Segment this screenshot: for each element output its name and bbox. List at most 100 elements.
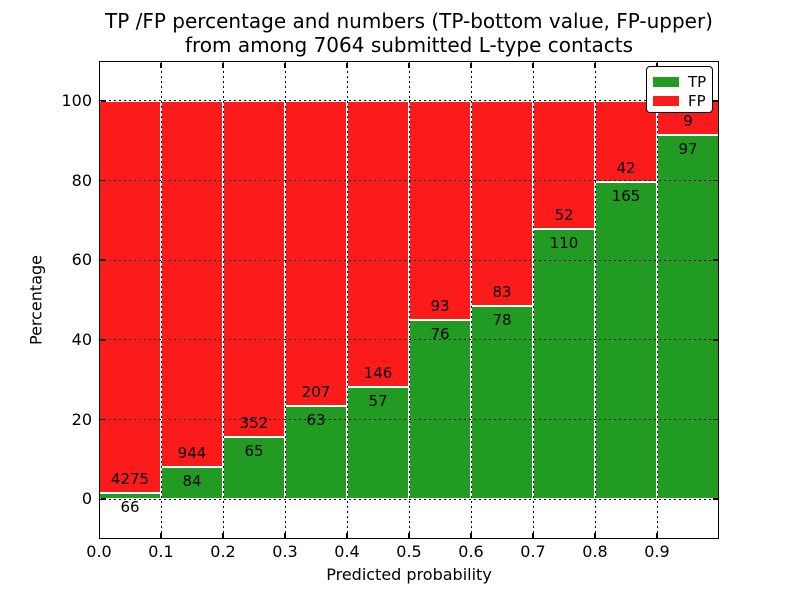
y-tick (100, 259, 106, 261)
x-tick-label: 0.2 (210, 542, 236, 561)
x-tick (284, 62, 286, 68)
fp-count-label: 146 (363, 364, 393, 383)
y-tick (100, 179, 106, 182)
x-tick (470, 62, 472, 68)
legend-swatch-tp (653, 76, 679, 87)
legend-label: FP (688, 91, 706, 110)
y-tick (712, 179, 718, 182)
bar-segment-tp (657, 134, 719, 500)
tp-count-label: 57 (368, 392, 388, 411)
chart-title: TP /FP percentage and numbers (TP-bottom… (99, 9, 719, 57)
x-tick (284, 532, 286, 538)
fp-count-label: 352 (239, 414, 269, 433)
legend: TP FP (646, 66, 713, 113)
chart-title-line1: TP /FP percentage and numbers (TP-bottom… (105, 9, 713, 33)
tp-count-label: 63 (306, 411, 326, 430)
legend-row: FP (647, 91, 712, 110)
tp-count-label: 110 (549, 233, 579, 252)
tp-count-label: 165 (611, 186, 641, 205)
v-gridline (594, 61, 596, 539)
bar-segment-tp (161, 466, 223, 500)
fp-count-label: 944 (177, 443, 207, 462)
v-gridline (160, 61, 162, 539)
y-tick (712, 498, 718, 500)
x-tick (594, 62, 596, 68)
x-tick-label: 0.8 (582, 542, 608, 561)
tp-count-label: 76 (430, 325, 450, 344)
y-tick (712, 418, 718, 421)
plot-area: TP FP 4275 66 944 84 352 65 207 63 146 57 93 76 83 78 5… (99, 61, 719, 539)
bar-segment-fp (347, 100, 409, 388)
fp-count-label: 4275 (110, 470, 150, 489)
x-tick-label: 0.5 (396, 542, 422, 561)
fp-count-label: 93 (430, 297, 450, 316)
y-tick-label: 80 (71, 170, 92, 190)
x-tick-label: 0.4 (334, 542, 360, 561)
v-gridline (656, 61, 658, 539)
y-tick-label: 60 (71, 250, 92, 270)
x-tick (408, 532, 410, 538)
y-tick (712, 339, 718, 341)
bar-segment-tp (471, 306, 533, 500)
x-tick-label: 0.1 (148, 542, 174, 561)
tp-count-label: 84 (182, 471, 202, 490)
x-tick (532, 532, 534, 538)
fp-count-label: 207 (301, 383, 331, 402)
v-gridline (284, 61, 286, 539)
x-tick (222, 62, 224, 68)
x-tick (532, 62, 534, 68)
x-tick-label: 0.3 (272, 542, 298, 561)
bar-segment-tp (533, 228, 595, 500)
x-tick-label: 0.6 (458, 542, 484, 561)
x-tick (656, 532, 658, 538)
bar-segment-fp (99, 100, 161, 494)
bar-segment-tp (347, 387, 409, 500)
bar-segment-tp (223, 437, 285, 500)
y-tick (100, 339, 106, 341)
fp-count-label: 9 (683, 111, 693, 130)
v-gridline (470, 61, 472, 539)
y-tick-label: 100 (61, 90, 92, 110)
bar-segment-fp (409, 100, 471, 321)
bar-segment-fp (533, 100, 595, 229)
tp-count-label: 66 (120, 498, 140, 517)
x-tick (656, 62, 658, 68)
x-tick (594, 532, 596, 538)
bar-segment-tp (285, 406, 347, 500)
bar-segment-tp (595, 181, 657, 500)
tp-count-label: 78 (492, 311, 512, 330)
bar-segment-fp (223, 100, 285, 438)
bar-segment-fp (285, 100, 347, 407)
v-gridline (222, 61, 224, 539)
bar-segment-tp (409, 320, 471, 500)
legend-row: TP (647, 72, 712, 91)
v-gridline (346, 61, 348, 539)
y-tick (712, 100, 718, 102)
x-tick-label: 0.9 (644, 542, 670, 561)
v-gridline (532, 61, 534, 539)
y-tick (100, 498, 106, 500)
tp-count-label: 65 (244, 442, 264, 461)
bar-segment-fp (161, 100, 223, 467)
x-tick (470, 532, 472, 538)
legend-swatch-fp (653, 95, 679, 106)
bar-segment-fp (595, 100, 657, 182)
x-tick (346, 532, 348, 538)
fp-count-label: 42 (616, 158, 636, 177)
x-tick (222, 532, 224, 538)
x-tick (408, 62, 410, 68)
fp-count-label: 83 (492, 283, 512, 302)
x-tick-label: 0.0 (86, 542, 112, 561)
x-tick (160, 62, 162, 68)
x-tick (346, 62, 348, 68)
x-tick-label: 0.7 (520, 542, 546, 561)
chart-title-line2: from among 7064 submitted L-type contact… (184, 33, 634, 57)
legend-label: TP (688, 72, 707, 91)
y-tick-label: 40 (71, 329, 92, 349)
x-axis-label: Predicted probability (326, 565, 492, 584)
tp-count-label: 97 (678, 139, 698, 158)
v-gridline (408, 61, 410, 539)
bar-segment-fp (471, 100, 533, 307)
